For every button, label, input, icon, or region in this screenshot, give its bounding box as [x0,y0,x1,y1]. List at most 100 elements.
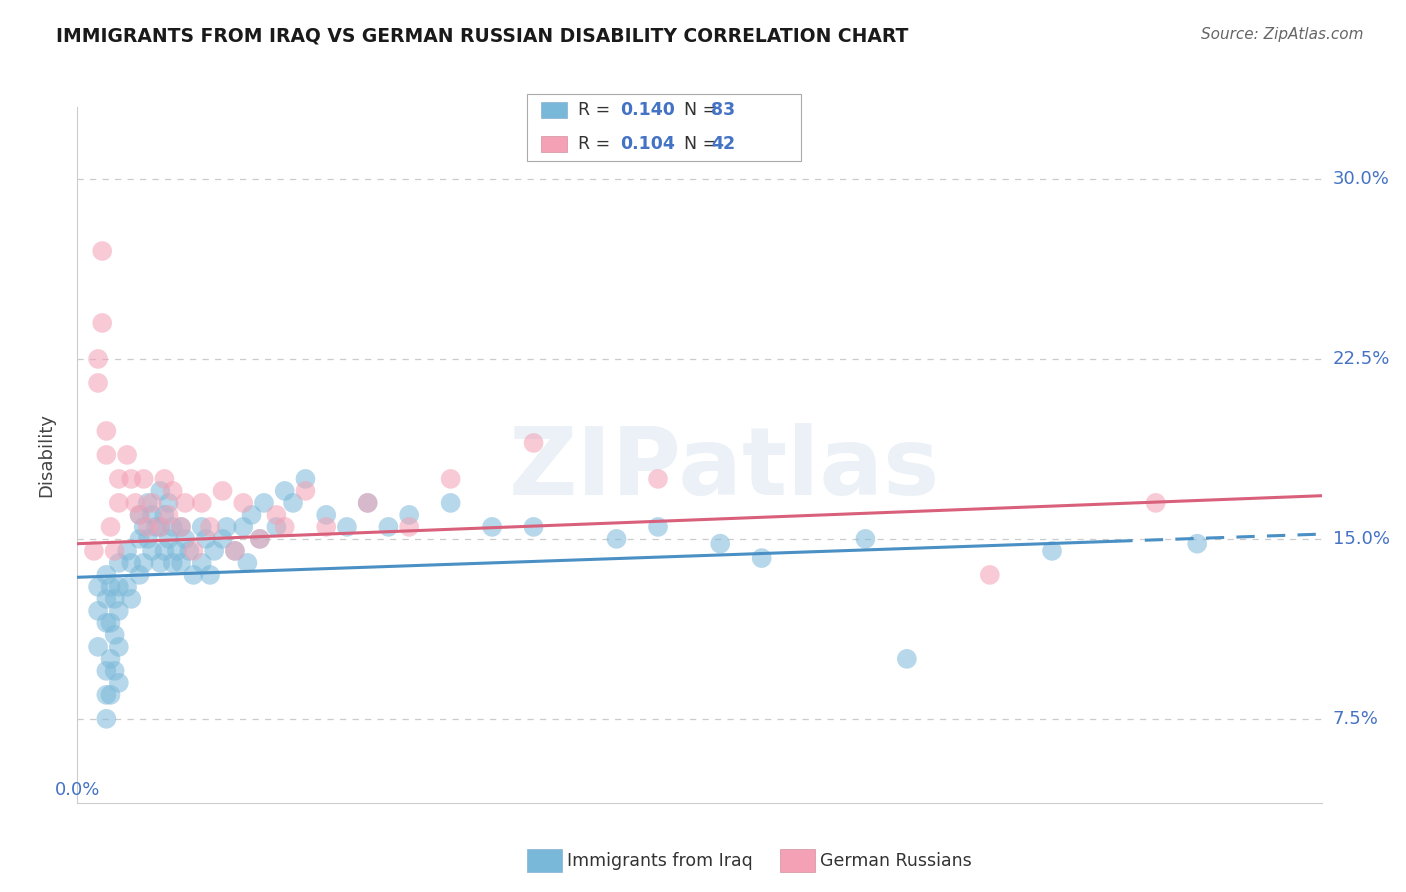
Point [281,496,304,510]
Point [157,508,180,522]
Point [294,483,316,498]
Point [124,496,146,510]
Point [249,532,271,546]
Text: 0.104: 0.104 [620,135,675,153]
Point [179,544,201,558]
Point [153,472,176,486]
Point [357,496,380,510]
Point [709,537,731,551]
Point [120,591,142,606]
Point [215,520,238,534]
Point [1187,537,1209,551]
Point [236,556,259,570]
Point [274,483,297,498]
Text: German Russians: German Russians [820,852,972,870]
Point [100,520,122,534]
Text: 42: 42 [711,135,735,153]
Text: 30.0%: 30.0% [1333,170,1389,188]
Text: N =: N = [673,102,723,120]
Point [153,544,176,558]
Point [440,472,463,486]
Point [224,544,246,558]
Point [96,591,118,606]
Point [162,520,184,534]
Point [115,544,138,558]
Point [91,244,114,258]
Point [87,376,110,390]
Point [211,532,233,546]
Point [136,520,159,534]
Text: Source: ZipAtlas.com: Source: ZipAtlas.com [1201,27,1364,42]
Point [157,532,180,546]
Point [108,604,131,618]
Text: 15.0%: 15.0% [1333,530,1389,548]
Point [481,520,503,534]
Point [128,532,150,546]
Point [87,580,110,594]
Point [100,688,122,702]
Point [606,532,628,546]
Point [141,496,163,510]
Point [136,496,159,510]
Point [96,448,118,462]
Point [162,483,184,498]
Point [170,520,193,534]
Point [141,508,163,522]
Point [104,591,127,606]
Point [108,472,131,486]
Point [108,556,131,570]
Point [96,712,118,726]
Point [87,604,110,618]
Text: ZIPatlas: ZIPatlas [509,423,941,515]
Point [183,567,205,582]
Point [96,567,118,582]
Point [170,556,193,570]
Point [253,496,276,510]
Point [198,520,221,534]
Text: 22.5%: 22.5% [1333,350,1391,368]
Point [96,664,118,678]
Point [115,448,138,462]
Point [128,567,150,582]
Point [202,544,225,558]
Point [149,520,172,534]
Point [87,640,110,654]
Point [191,496,214,510]
Text: N =: N = [673,135,723,153]
Text: IMMIGRANTS FROM IRAQ VS GERMAN RUSSIAN DISABILITY CORRELATION CHART: IMMIGRANTS FROM IRAQ VS GERMAN RUSSIAN D… [56,27,908,45]
Point [108,580,131,594]
Point [896,652,918,666]
Point [240,508,263,522]
Point [128,508,150,522]
Point [398,508,420,522]
Point [249,532,271,546]
Point [83,544,105,558]
Point [523,436,546,450]
Point [336,520,359,534]
Point [523,520,546,534]
Text: Disability: Disability [37,413,55,497]
Point [149,556,172,570]
Point [108,496,131,510]
Point [274,520,297,534]
Point [115,580,138,594]
Point [149,483,172,498]
Point [398,520,420,534]
Point [104,628,127,642]
Point [1144,496,1167,510]
Text: 83: 83 [711,102,735,120]
Point [979,567,1001,582]
Point [357,496,380,510]
Point [100,580,122,594]
Point [377,520,399,534]
Point [315,520,337,534]
Point [183,544,205,558]
Text: 0.0%: 0.0% [55,780,100,798]
Point [211,483,233,498]
Text: 7.5%: 7.5% [1333,710,1379,728]
Point [136,532,159,546]
Point [1040,544,1063,558]
Text: 0.140: 0.140 [620,102,675,120]
Point [855,532,877,546]
Point [120,556,142,570]
